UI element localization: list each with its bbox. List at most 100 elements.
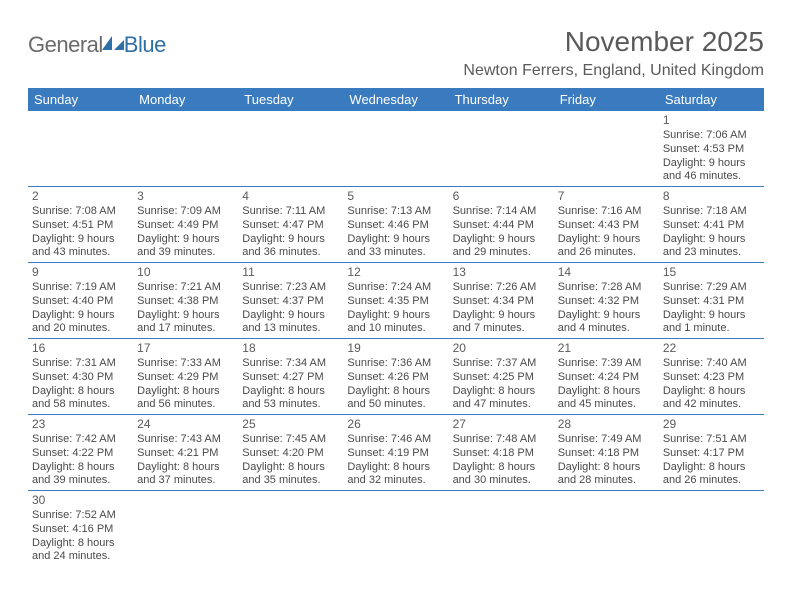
sunset-line: Sunset: 4:20 PM xyxy=(242,447,339,461)
daylight-line: and 30 minutes. xyxy=(453,474,550,488)
calendar-cell xyxy=(449,491,554,567)
calendar-row: 9Sunrise: 7:19 AMSunset: 4:40 PMDaylight… xyxy=(28,263,764,339)
daylight-line: Daylight: 8 hours xyxy=(347,461,444,475)
daylight-line: and 33 minutes. xyxy=(347,246,444,260)
logo-blue: Blue xyxy=(124,32,166,58)
daylight-line: Daylight: 9 hours xyxy=(558,309,655,323)
weekday-header-row: Sunday Monday Tuesday Wednesday Thursday… xyxy=(28,88,764,111)
daylight-line: Daylight: 9 hours xyxy=(663,157,760,171)
sunrise-line: Sunrise: 7:31 AM xyxy=(32,357,129,371)
calendar-cell: 8Sunrise: 7:18 AMSunset: 4:41 PMDaylight… xyxy=(659,187,764,263)
sunrise-line: Sunrise: 7:26 AM xyxy=(453,281,550,295)
sunset-line: Sunset: 4:32 PM xyxy=(558,295,655,309)
weekday-monday: Monday xyxy=(133,88,238,111)
calendar-cell xyxy=(28,111,133,187)
daylight-line: Daylight: 9 hours xyxy=(137,309,234,323)
calendar-cell: 5Sunrise: 7:13 AMSunset: 4:46 PMDaylight… xyxy=(343,187,448,263)
sunrise-line: Sunrise: 7:34 AM xyxy=(242,357,339,371)
daylight-line: and 35 minutes. xyxy=(242,474,339,488)
weekday-saturday: Saturday xyxy=(659,88,764,111)
day-number: 13 xyxy=(453,265,550,280)
calendar-cell xyxy=(238,111,343,187)
calendar-cell: 9Sunrise: 7:19 AMSunset: 4:40 PMDaylight… xyxy=(28,263,133,339)
calendar-cell: 13Sunrise: 7:26 AMSunset: 4:34 PMDayligh… xyxy=(449,263,554,339)
sunset-line: Sunset: 4:22 PM xyxy=(32,447,129,461)
calendar-cell xyxy=(449,111,554,187)
calendar-cell xyxy=(343,111,448,187)
sunrise-line: Sunrise: 7:14 AM xyxy=(453,205,550,219)
daylight-line: Daylight: 8 hours xyxy=(32,461,129,475)
daylight-line: and 45 minutes. xyxy=(558,398,655,412)
day-number: 30 xyxy=(32,493,129,508)
day-number: 20 xyxy=(453,341,550,356)
daylight-line: Daylight: 8 hours xyxy=(347,385,444,399)
day-number: 23 xyxy=(32,417,129,432)
sunrise-line: Sunrise: 7:13 AM xyxy=(347,205,444,219)
day-number: 29 xyxy=(663,417,760,432)
daylight-line: and 47 minutes. xyxy=(453,398,550,412)
calendar-cell: 22Sunrise: 7:40 AMSunset: 4:23 PMDayligh… xyxy=(659,339,764,415)
calendar-cell: 12Sunrise: 7:24 AMSunset: 4:35 PMDayligh… xyxy=(343,263,448,339)
calendar-cell xyxy=(238,491,343,567)
daylight-line: and 10 minutes. xyxy=(347,322,444,336)
sunrise-line: Sunrise: 7:28 AM xyxy=(558,281,655,295)
daylight-line: and 20 minutes. xyxy=(32,322,129,336)
calendar-cell: 21Sunrise: 7:39 AMSunset: 4:24 PMDayligh… xyxy=(554,339,659,415)
day-number: 19 xyxy=(347,341,444,356)
sunset-line: Sunset: 4:18 PM xyxy=(453,447,550,461)
daylight-line: and 46 minutes. xyxy=(663,170,760,184)
sunset-line: Sunset: 4:46 PM xyxy=(347,219,444,233)
day-number: 7 xyxy=(558,189,655,204)
sunrise-line: Sunrise: 7:36 AM xyxy=(347,357,444,371)
daylight-line: Daylight: 8 hours xyxy=(558,461,655,475)
daylight-line: and 4 minutes. xyxy=(558,322,655,336)
sunset-line: Sunset: 4:40 PM xyxy=(32,295,129,309)
calendar-table: Sunday Monday Tuesday Wednesday Thursday… xyxy=(28,88,764,566)
sunrise-line: Sunrise: 7:08 AM xyxy=(32,205,129,219)
calendar-cell: 18Sunrise: 7:34 AMSunset: 4:27 PMDayligh… xyxy=(238,339,343,415)
daylight-line: Daylight: 9 hours xyxy=(137,233,234,247)
sunrise-line: Sunrise: 7:43 AM xyxy=(137,433,234,447)
day-number: 24 xyxy=(137,417,234,432)
sunset-line: Sunset: 4:53 PM xyxy=(663,143,760,157)
calendar-row: 16Sunrise: 7:31 AMSunset: 4:30 PMDayligh… xyxy=(28,339,764,415)
daylight-line: and 29 minutes. xyxy=(453,246,550,260)
weekday-friday: Friday xyxy=(554,88,659,111)
calendar-cell: 1Sunrise: 7:06 AMSunset: 4:53 PMDaylight… xyxy=(659,111,764,187)
sunset-line: Sunset: 4:26 PM xyxy=(347,371,444,385)
sunset-line: Sunset: 4:24 PM xyxy=(558,371,655,385)
daylight-line: Daylight: 8 hours xyxy=(663,385,760,399)
calendar-cell: 15Sunrise: 7:29 AMSunset: 4:31 PMDayligh… xyxy=(659,263,764,339)
sunset-line: Sunset: 4:47 PM xyxy=(242,219,339,233)
sunrise-line: Sunrise: 7:33 AM xyxy=(137,357,234,371)
sunrise-line: Sunrise: 7:49 AM xyxy=(558,433,655,447)
sunset-line: Sunset: 4:37 PM xyxy=(242,295,339,309)
day-number: 17 xyxy=(137,341,234,356)
sunset-line: Sunset: 4:27 PM xyxy=(242,371,339,385)
sunset-line: Sunset: 4:21 PM xyxy=(137,447,234,461)
calendar-cell xyxy=(133,491,238,567)
day-number: 14 xyxy=(558,265,655,280)
calendar-cell xyxy=(343,491,448,567)
day-number: 11 xyxy=(242,265,339,280)
weekday-tuesday: Tuesday xyxy=(238,88,343,111)
calendar-cell: 26Sunrise: 7:46 AMSunset: 4:19 PMDayligh… xyxy=(343,415,448,491)
daylight-line: Daylight: 8 hours xyxy=(453,385,550,399)
calendar-cell: 20Sunrise: 7:37 AMSunset: 4:25 PMDayligh… xyxy=(449,339,554,415)
sunrise-line: Sunrise: 7:21 AM xyxy=(137,281,234,295)
sunset-line: Sunset: 4:44 PM xyxy=(453,219,550,233)
daylight-line: and 13 minutes. xyxy=(242,322,339,336)
calendar-row: 2Sunrise: 7:08 AMSunset: 4:51 PMDaylight… xyxy=(28,187,764,263)
daylight-line: Daylight: 8 hours xyxy=(137,385,234,399)
day-number: 21 xyxy=(558,341,655,356)
calendar-cell: 30Sunrise: 7:52 AMSunset: 4:16 PMDayligh… xyxy=(28,491,133,567)
calendar-cell: 27Sunrise: 7:48 AMSunset: 4:18 PMDayligh… xyxy=(449,415,554,491)
daylight-line: Daylight: 9 hours xyxy=(558,233,655,247)
daylight-line: and 39 minutes. xyxy=(137,246,234,260)
day-number: 4 xyxy=(242,189,339,204)
daylight-line: Daylight: 8 hours xyxy=(137,461,234,475)
header: Genera l Blue November 2025 Newton Ferre… xyxy=(28,26,764,80)
sunset-line: Sunset: 4:23 PM xyxy=(663,371,760,385)
daylight-line: Daylight: 9 hours xyxy=(347,309,444,323)
daylight-line: and 32 minutes. xyxy=(347,474,444,488)
